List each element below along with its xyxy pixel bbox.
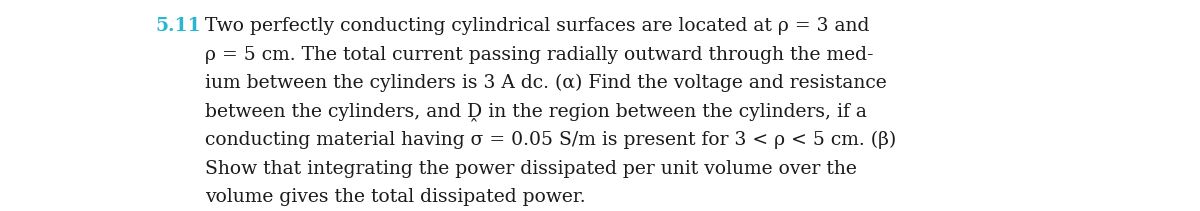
Text: Show that integrating the power dissipated per unit volume over the: Show that integrating the power dissipat… [205, 160, 857, 178]
Text: 5.11: 5.11 [155, 17, 200, 35]
Text: conducting material having σ = 0.05 S/m is present for 3 < ρ < 5 cm. (β): conducting material having σ = 0.05 S/m … [205, 131, 896, 149]
Text: volume gives the total dissipated power.: volume gives the total dissipated power. [205, 188, 586, 206]
Text: between the cylinders, and Ḓ in the region between the cylinders, if a: between the cylinders, and Ḓ in the regi… [205, 103, 866, 121]
Text: ρ = 5 cm. The total current passing radially outward through the med-: ρ = 5 cm. The total current passing radi… [205, 46, 874, 64]
Text: ium between the cylinders is 3 A dc. (α) Find the voltage and resistance: ium between the cylinders is 3 A dc. (α)… [205, 74, 887, 92]
Text: Two perfectly conducting cylindrical surfaces are located at ρ = 3 and: Two perfectly conducting cylindrical sur… [205, 17, 869, 35]
